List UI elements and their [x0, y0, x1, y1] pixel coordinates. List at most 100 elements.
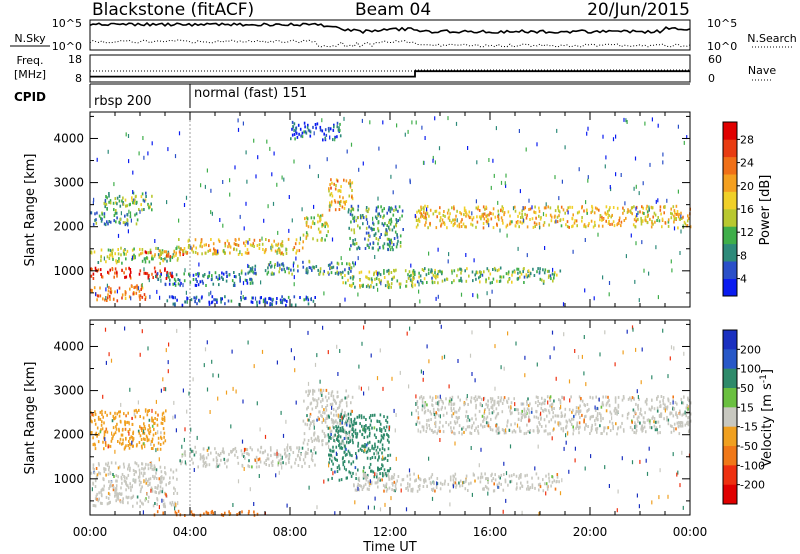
- power-colorbar: 4 8 12 16 20 24 28: [722, 121, 754, 297]
- velocity-echo-band: [179, 445, 317, 469]
- noise-tick-left-top: 10^5: [52, 17, 82, 30]
- y-tick-label: 4000: [53, 131, 84, 145]
- noise-panel: N.Sky N.Search 10^5 10^0 10^5 10^0: [10, 17, 797, 53]
- power-echo-band: [103, 191, 153, 212]
- station-title: Blackstone (fitACF): [92, 0, 254, 20]
- velocity-axes: 1000 2000 3000 4000: [53, 320, 691, 515]
- y-tick-label: 1000: [53, 264, 84, 278]
- velocity-colorbar-swatch: [723, 407, 737, 427]
- noise-sky-label: N.Sky: [14, 32, 46, 45]
- noise-panel-frame: [89, 19, 691, 51]
- power-colorbar-swatch: [723, 139, 737, 158]
- power-colorbar-swatch: [723, 209, 737, 227]
- velocity-panel: 1000 2000 3000 4000 Slant Range [km] 200 100…: [23, 319, 775, 517]
- time-axis-label: Time UT: [362, 540, 416, 554]
- velocity-echo-band: [415, 395, 692, 436]
- velocity-panel-frame: [89, 319, 691, 516]
- freq-tick-bottom: 8: [75, 72, 82, 85]
- nave-tick-bottom: 0: [708, 72, 715, 85]
- power-echo-band: [415, 204, 692, 230]
- power-speckle: [92, 116, 688, 307]
- velocity-colorbar-swatch: [723, 368, 737, 389]
- velocity-colorbar-tick-label: -50: [740, 440, 758, 453]
- frequency-panel-frame: [89, 54, 691, 83]
- noise-tick-left-bottom: 10^0: [52, 40, 82, 53]
- frequency-series: [90, 70, 690, 78]
- power-colorbar-tick-label: 12: [740, 226, 754, 239]
- power-echo-band: [302, 213, 329, 242]
- freq-label-line1: Freq.: [16, 54, 43, 67]
- velocity-echo-band: [327, 412, 392, 482]
- beam-label: Beam 04: [355, 0, 431, 20]
- y-tick-label: 3000: [53, 176, 84, 190]
- x-tick-label: 16:00: [473, 525, 508, 539]
- velocity-colorbar-swatch: [723, 465, 737, 485]
- velocity-colorbar-tick-label: -100: [740, 459, 765, 472]
- velocity-colorbar-tick-label: 100: [740, 363, 761, 376]
- power-colorbar-swatch: [723, 122, 737, 140]
- cpid-mode-normal: normal (fast) 151: [194, 86, 307, 101]
- velocity-colorbar-swatch: [723, 330, 737, 350]
- power-colorbar-swatch: [723, 243, 737, 262]
- freq-label-line2: [MHz]: [14, 68, 46, 81]
- velocity-colorbar-swatch: [723, 484, 737, 505]
- freq-tick-top: 18: [68, 53, 82, 66]
- cpid-mode-rbsp: rbsp 200: [94, 94, 152, 109]
- power-echo-band: [90, 211, 139, 227]
- velocity-colorbar-tick-label: -15: [740, 421, 758, 434]
- velocity-colorbar-swatch: [723, 446, 737, 466]
- power-axes: 1000 2000 3000 4000: [53, 112, 691, 307]
- power-colorbar-swatch: [723, 156, 737, 175]
- power-echo-band: [240, 259, 354, 276]
- velocity-colorbar-tick-label: 200: [740, 343, 761, 356]
- date-label: 20/Jun/2015: [587, 0, 690, 20]
- power-colorbar-tick-label: 8: [740, 249, 747, 262]
- power-echo-band: [407, 266, 562, 285]
- velocity-colorbar-swatch: [723, 349, 737, 369]
- power-echo-band: [155, 270, 254, 287]
- power-colorbar-swatch: [723, 261, 737, 279]
- cpid-panel: CPID rbsp 200 normal (fast) 151: [14, 83, 690, 109]
- noise-tick-right-top: 10^5: [707, 17, 737, 30]
- power-echo-band: [90, 246, 179, 265]
- power-echo-layer: [90, 116, 692, 307]
- power-echo-band: [178, 237, 304, 256]
- velocity-colorbar-tick-label: 50: [740, 382, 754, 395]
- power-echo-band: [140, 249, 189, 259]
- velocity-y-axis-label: Slant Range [km]: [23, 362, 38, 475]
- x-tick-label: 04:00: [173, 525, 208, 539]
- y-tick-label: 1000: [53, 472, 84, 486]
- frequency-panel: Freq. [MHz] 18 8 60 0 Nave: [14, 53, 776, 85]
- power-colorbar-tick-label: 20: [740, 180, 754, 193]
- x-tick-label: 00:00: [73, 525, 108, 539]
- power-colorbar-tick-label: 4: [740, 273, 747, 286]
- power-echo-band: [166, 295, 316, 307]
- power-echo-band: [347, 204, 404, 252]
- power-y-axis-label: Slant Range [km]: [23, 154, 38, 267]
- velocity-echo-layer: [90, 324, 692, 517]
- velocity-colorbar-tick-label: 15: [740, 401, 754, 414]
- power-colorbar-swatch: [723, 278, 737, 297]
- velocity-colorbar: 200 100 50 15 -15 -50 -100 -200: [722, 329, 765, 505]
- nave-label: Nave: [748, 64, 776, 77]
- power-colorbar-swatch: [723, 174, 737, 192]
- x-tick-label: 20:00: [573, 525, 608, 539]
- x-tick-label: 00:00: [673, 525, 708, 539]
- noise-tick-right-bottom: 10^0: [707, 40, 737, 53]
- power-echo-band: [90, 284, 147, 303]
- power-colorbar-label: Power [dB]: [758, 175, 773, 246]
- nave-tick-top: 60: [708, 53, 722, 66]
- x-tick-label: 08:00: [273, 525, 308, 539]
- velocity-echo-band: [90, 408, 167, 451]
- velocity-colorbar-tick-label: -200: [740, 479, 765, 492]
- velocity-echo-band: [353, 472, 560, 493]
- cpid-label: CPID: [14, 90, 46, 104]
- velocity-colorbar-swatch: [723, 426, 737, 447]
- noise-sky-series: [89, 22, 691, 35]
- time-axis-ticks: 00:00 04:00 08:00 12:00 16:00 20:00 00:00: [73, 525, 708, 539]
- x-tick-label: 12:00: [373, 525, 408, 539]
- y-tick-label: 2000: [53, 428, 84, 442]
- noise-search-series: [89, 39, 691, 48]
- power-colorbar-tick-label: 16: [740, 203, 754, 216]
